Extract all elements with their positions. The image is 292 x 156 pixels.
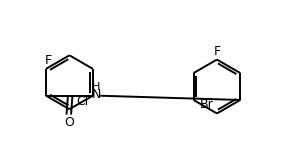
Text: Cl: Cl bbox=[77, 95, 89, 108]
Text: Br: Br bbox=[199, 98, 213, 111]
Text: O: O bbox=[64, 116, 74, 129]
Text: H: H bbox=[92, 82, 101, 92]
Text: N: N bbox=[92, 88, 101, 101]
Text: F: F bbox=[45, 54, 52, 67]
Text: F: F bbox=[213, 45, 220, 58]
